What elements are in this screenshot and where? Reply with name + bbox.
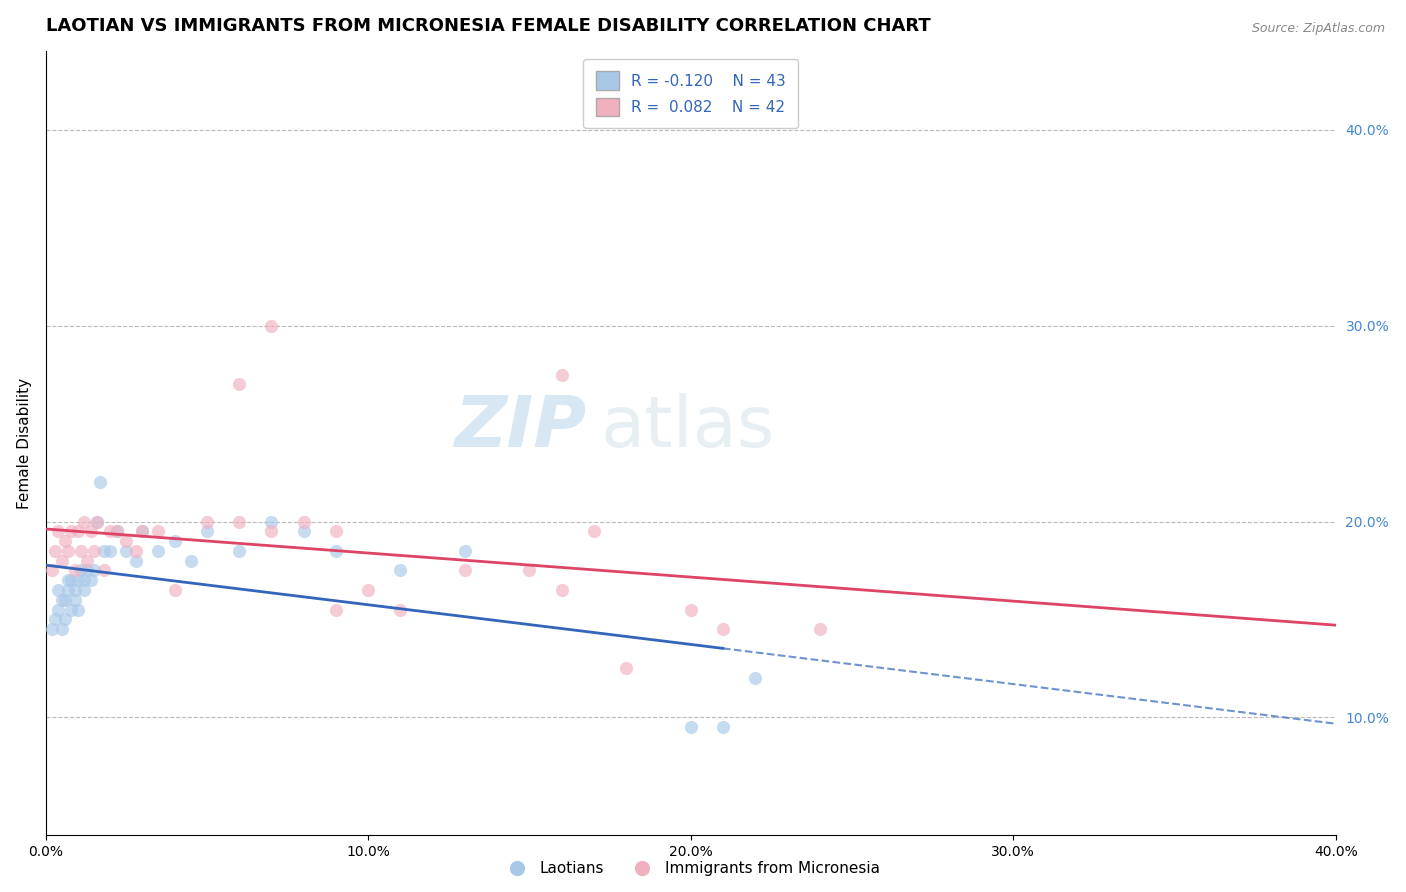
Point: [93, 544, 115, 558]
Point: [60, 524, 83, 539]
Point: [63, 564, 86, 578]
Point: [679, 602, 702, 616]
Point: [44, 544, 66, 558]
Point: [70, 564, 93, 578]
Point: [454, 564, 477, 578]
Point: [260, 515, 283, 529]
Point: [679, 720, 702, 734]
Point: [98, 544, 121, 558]
Text: ZIP: ZIP: [456, 393, 588, 462]
Point: [325, 524, 347, 539]
Point: [325, 602, 347, 616]
Point: [228, 377, 250, 392]
Point: [389, 602, 412, 616]
Point: [163, 583, 186, 598]
Point: [148, 544, 170, 558]
Point: [86, 515, 108, 529]
Point: [105, 524, 128, 539]
Point: [44, 612, 66, 626]
Point: [519, 564, 541, 578]
Point: [41, 564, 63, 578]
Point: [60, 574, 83, 588]
Point: [389, 564, 412, 578]
Point: [41, 622, 63, 636]
Point: [56, 574, 79, 588]
Point: [228, 544, 250, 558]
Point: [60, 602, 83, 616]
Point: [51, 622, 73, 636]
Point: [73, 515, 96, 529]
Point: [86, 515, 108, 529]
Point: [80, 574, 103, 588]
Point: [260, 524, 283, 539]
Point: [148, 524, 170, 539]
Point: [292, 515, 315, 529]
Text: Source: ZipAtlas.com: Source: ZipAtlas.com: [1251, 22, 1385, 36]
Point: [73, 583, 96, 598]
Point: [66, 524, 89, 539]
Point: [89, 475, 111, 490]
Point: [51, 554, 73, 568]
Point: [131, 524, 153, 539]
Point: [195, 515, 218, 529]
Point: [76, 564, 98, 578]
Point: [80, 524, 103, 539]
Point: [125, 544, 148, 558]
Point: [66, 602, 89, 616]
Point: [582, 524, 605, 539]
Point: [66, 574, 89, 588]
Point: [163, 534, 186, 549]
Point: [550, 368, 572, 382]
Point: [115, 534, 138, 549]
Legend: Laotians, Immigrants from Micronesia: Laotians, Immigrants from Micronesia: [495, 855, 886, 882]
Point: [260, 318, 283, 333]
Point: [48, 602, 70, 616]
Point: [76, 554, 98, 568]
Point: [53, 612, 76, 626]
Point: [56, 544, 79, 558]
Point: [195, 524, 218, 539]
Point: [180, 554, 202, 568]
Point: [83, 564, 105, 578]
Point: [98, 524, 121, 539]
Point: [125, 554, 148, 568]
Point: [93, 564, 115, 578]
Point: [73, 574, 96, 588]
Point: [53, 593, 76, 607]
Point: [53, 534, 76, 549]
Point: [56, 583, 79, 598]
Point: [105, 524, 128, 539]
Point: [550, 583, 572, 598]
Point: [292, 524, 315, 539]
Y-axis label: Female Disability: Female Disability: [17, 377, 32, 508]
Point: [48, 583, 70, 598]
Point: [357, 583, 380, 598]
Point: [83, 544, 105, 558]
Text: atlas: atlas: [600, 393, 775, 462]
Point: [454, 544, 477, 558]
Text: LAOTIAN VS IMMIGRANTS FROM MICRONESIA FEMALE DISABILITY CORRELATION CHART: LAOTIAN VS IMMIGRANTS FROM MICRONESIA FE…: [45, 17, 931, 35]
Point: [228, 515, 250, 529]
Point: [51, 593, 73, 607]
Point: [115, 544, 138, 558]
Point: [70, 544, 93, 558]
Point: [744, 671, 766, 685]
Point: [63, 583, 86, 598]
Point: [48, 524, 70, 539]
Point: [808, 622, 831, 636]
Point: [711, 622, 734, 636]
Point: [711, 720, 734, 734]
Point: [63, 593, 86, 607]
Point: [614, 661, 637, 675]
Point: [325, 544, 347, 558]
Point: [131, 524, 153, 539]
